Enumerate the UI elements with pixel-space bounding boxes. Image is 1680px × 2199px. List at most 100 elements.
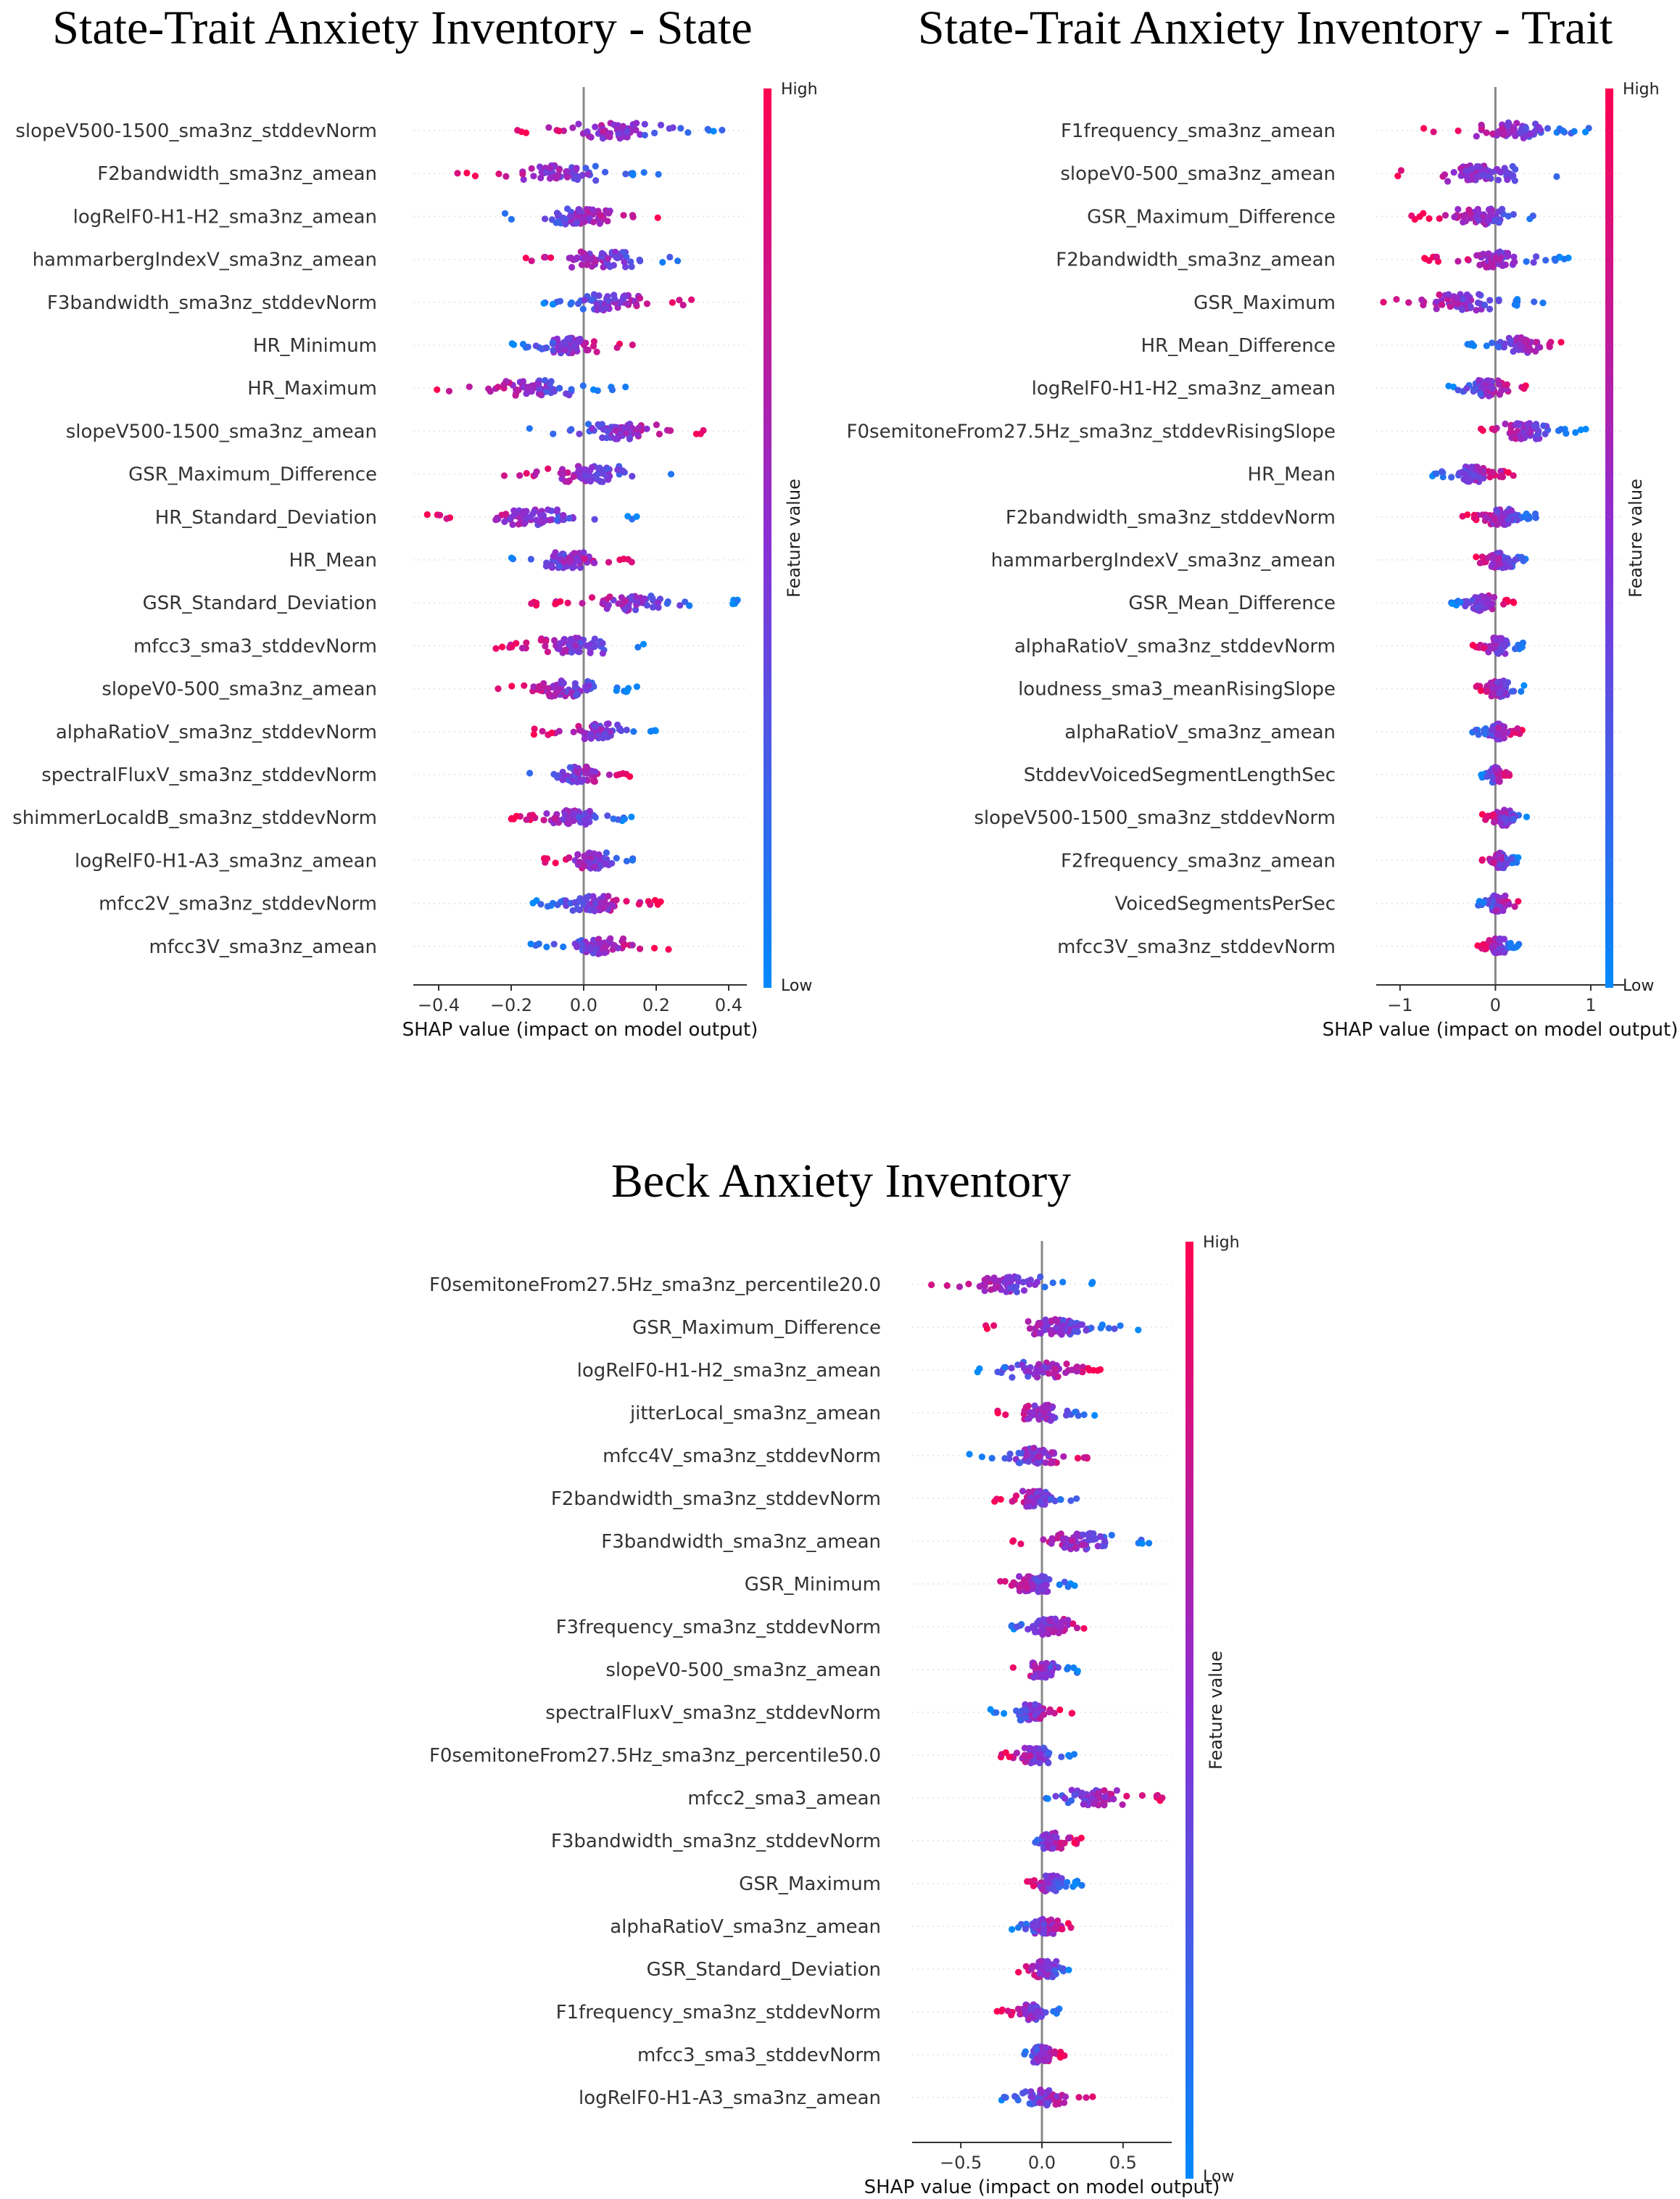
shap-point	[584, 128, 591, 136]
shap-point	[574, 944, 581, 951]
shap-point	[552, 549, 559, 556]
shap-point	[1500, 898, 1507, 905]
shap-point	[1027, 1878, 1034, 1885]
shap-point	[1490, 818, 1498, 826]
shap-point	[624, 128, 631, 136]
shap-point	[684, 129, 692, 136]
shap-point	[1582, 426, 1589, 433]
shap-point	[593, 348, 600, 355]
shap-point	[1019, 1361, 1026, 1369]
shap-point	[1505, 901, 1513, 908]
feature-label: StddevVoicedSegmentLengthSec	[1024, 764, 1336, 786]
shap-point	[1480, 899, 1487, 906]
shap-point	[629, 212, 637, 219]
shap-point	[1485, 252, 1492, 259]
shap-point	[555, 128, 563, 135]
shap-point	[560, 635, 568, 643]
shap-point	[1507, 507, 1515, 514]
shap-point	[1450, 169, 1457, 176]
shap-point	[632, 126, 640, 133]
shap-point	[1445, 291, 1452, 298]
shap-point	[553, 600, 560, 607]
shap-point	[1119, 1801, 1126, 1808]
shap-point	[1027, 1745, 1035, 1752]
shap-point	[1532, 514, 1539, 521]
feature-label: mfcc4V_sma3nz_stddevNorm	[603, 1445, 881, 1467]
shap-point	[1563, 430, 1570, 437]
shap-point	[993, 1283, 1001, 1290]
shap-point	[610, 815, 617, 822]
feature-label: F1frequency_sma3nz_amean	[1061, 120, 1336, 142]
shap-point	[676, 602, 684, 609]
shap-point	[1088, 1795, 1095, 1802]
shap-point	[605, 466, 612, 473]
shap-point	[584, 346, 592, 354]
shap-point	[1046, 1749, 1053, 1757]
shap-point	[1491, 949, 1499, 956]
shap-point	[994, 1409, 1001, 1416]
shap-point	[566, 213, 574, 220]
shap-point	[1444, 178, 1452, 185]
shap-point	[537, 511, 545, 519]
colorbar-title: Feature value	[1206, 1651, 1226, 1770]
shap-panel-1: State-Trait Anxiety Inventory - State slo…	[12, 1, 817, 1041]
shap-point	[574, 254, 581, 261]
shap-point	[1499, 947, 1506, 954]
shap-point	[586, 807, 594, 815]
shap-point	[1036, 1498, 1043, 1506]
shap-point	[545, 124, 553, 131]
shap-point	[1094, 1789, 1101, 1797]
shap-point	[1049, 1844, 1056, 1852]
shap-point	[1433, 298, 1440, 305]
x-tick-label: −0.5	[940, 2153, 982, 2173]
shap-point	[632, 606, 640, 614]
feature-label: GSR_Maximum	[1193, 292, 1336, 314]
shap-point	[590, 863, 598, 870]
shap-point	[1057, 1621, 1064, 1629]
shap-point	[619, 295, 627, 302]
shap-point	[710, 128, 717, 135]
shap-point	[1091, 1800, 1098, 1807]
shap-point	[595, 466, 603, 473]
shap-point	[1101, 1787, 1108, 1794]
shap-point	[614, 466, 621, 474]
shap-point	[500, 472, 508, 479]
shap-point	[1425, 215, 1433, 222]
feature-label: F0semitoneFrom27.5Hz_sma3nz_stddevRising…	[847, 421, 1336, 442]
shap-point	[1013, 1288, 1020, 1295]
shap-point	[1020, 1287, 1028, 1294]
shap-point	[1065, 1966, 1072, 1973]
shap-point	[1048, 1540, 1055, 1547]
shap-point	[590, 338, 598, 345]
shap-point	[495, 516, 502, 523]
shap-point	[1052, 1793, 1059, 1800]
shap-point	[1054, 2007, 1062, 2014]
shap-point	[1101, 1538, 1108, 1545]
shap-point	[997, 1577, 1004, 1585]
shap-point	[1058, 1875, 1065, 1882]
feature-label: spectralFluxV_sma3nz_stddevNorm	[545, 1702, 881, 1724]
colorbar	[764, 88, 771, 988]
shap-point	[548, 729, 555, 737]
shap-point	[1513, 859, 1520, 866]
shap-point	[593, 301, 600, 308]
shap-point	[513, 640, 520, 647]
shap-point	[1444, 296, 1452, 303]
chart-title: State-Trait Anxiety Inventory - Trait	[918, 1, 1613, 54]
shap-point	[612, 248, 619, 256]
shap-point	[537, 901, 545, 908]
shap-point	[1054, 2092, 1061, 2100]
shap-point	[516, 472, 524, 479]
shap-point	[581, 555, 588, 563]
shap-point	[1497, 560, 1504, 568]
shap-point	[1489, 561, 1496, 569]
shap-point	[600, 944, 608, 952]
shap-point	[1420, 301, 1427, 309]
shap-point	[649, 595, 656, 602]
x-tick-label: −1	[1387, 995, 1412, 1015]
shap-point	[1061, 1578, 1068, 1585]
feature-label: slopeV0-500_sma3nz_amean	[605, 1659, 881, 1681]
shap-point	[1508, 688, 1515, 695]
shap-point	[552, 815, 559, 822]
